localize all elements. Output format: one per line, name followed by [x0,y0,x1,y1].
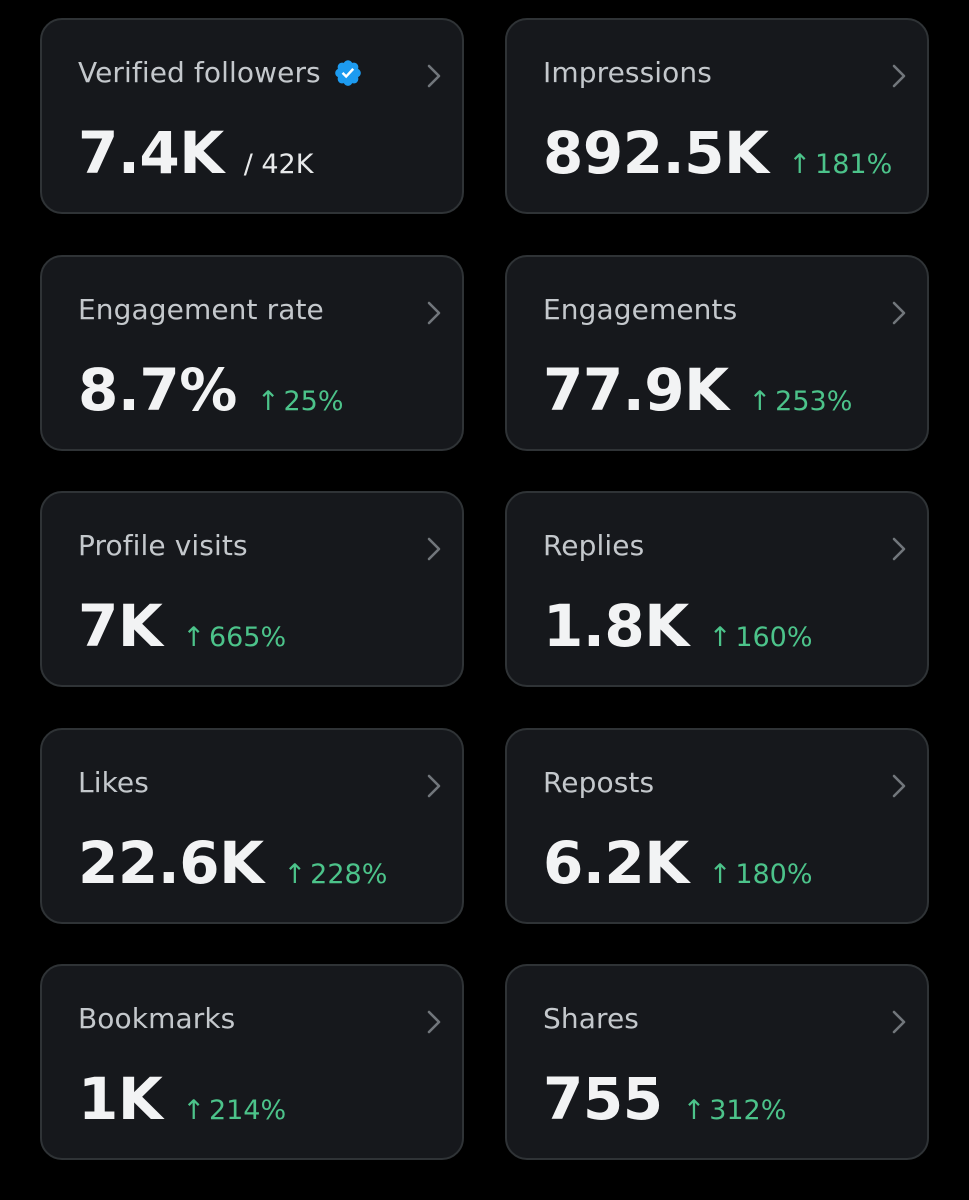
metric-label-row: Replies [543,529,644,562]
metric-delta: ↑ 181% [788,149,892,180]
metric-value-row: 77.9K ↑ 253% [543,361,852,419]
metric-value: 8.7% [78,356,237,424]
metric-label: Likes [78,766,149,799]
metric-value: 6.2K [543,829,689,897]
metric-card-reposts[interactable]: Reposts 6.2K ↑ 180% [505,728,929,924]
metric-card-likes[interactable]: Likes 22.6K ↑ 228% [40,728,464,924]
metric-card-shares[interactable]: Shares 755 ↑ 312% [505,964,929,1160]
metric-card-profile-visits[interactable]: Profile visits 7K ↑ 665% [40,491,464,687]
metric-card-replies[interactable]: Replies 1.8K ↑ 160% [505,491,929,687]
metric-label-row: Shares [543,1002,639,1035]
metric-delta: ↑ 25% [257,386,344,417]
metric-delta-value: 665% [208,622,287,653]
metric-label: Verified followers [78,56,321,89]
metric-delta-value: 160% [735,622,813,653]
chevron-right-icon [427,537,441,561]
metric-delta-value: 25% [283,386,344,417]
arrow-up-icon: ↑ [748,386,772,417]
metric-label: Profile visits [78,529,248,562]
chevron-right-icon [892,301,906,325]
chevron-right-icon [892,774,906,798]
metric-value-row: 7K ↑ 665% [78,597,286,655]
metric-value: 1K [78,1065,163,1133]
chevron-right-icon [892,1010,906,1034]
metric-value: 892.5K [543,119,769,187]
chevron-right-icon [427,774,441,798]
metric-label-row: Engagement rate [78,293,324,326]
metric-delta-value: 214% [208,1095,287,1126]
metric-delta: ↑ 312% [683,1095,787,1126]
metric-label-row: Impressions [543,56,712,89]
metric-label: Shares [543,1002,639,1035]
metric-label: Replies [543,529,645,562]
chevron-right-icon [427,1010,441,1034]
metric-label: Engagements [543,293,738,326]
chevron-right-icon [427,301,441,325]
metric-label-row: Likes [78,766,149,799]
metric-value: 755 [543,1065,663,1133]
metric-denominator: / 42K [243,149,314,180]
metric-delta-value: 312% [709,1095,787,1126]
arrow-up-icon: ↑ [682,1095,706,1126]
metric-value: 7.4K [78,119,224,187]
metric-delta: ↑ 180% [709,859,813,890]
metric-card-engagement-rate[interactable]: Engagement rate 8.7% ↑ 25% [40,255,464,451]
metric-value-row: 755 ↑ 312% [543,1070,786,1128]
metric-card-engagements[interactable]: Engagements 77.9K ↑ 253% [505,255,929,451]
metric-delta: ↑ 228% [284,859,388,890]
metric-card-bookmarks[interactable]: Bookmarks 1K ↑ 214% [40,964,464,1160]
metric-label: Engagement rate [78,293,324,326]
metric-label-row: Bookmarks [78,1002,235,1035]
metric-label-row: Reposts [543,766,654,799]
arrow-up-icon: ↑ [182,1095,205,1126]
metric-card-impressions[interactable]: Impressions 892.5K ↑ 181% [505,18,929,214]
metric-delta-value: 180% [735,859,813,890]
metric-label-row: Verified followers [78,56,363,89]
metric-label-row: Engagements [543,293,737,326]
verified-badge-icon [334,59,361,86]
metric-delta: ↑ 665% [182,622,286,653]
metric-label-row: Profile visits [78,529,248,562]
metric-delta: ↑ 160% [709,622,813,653]
metric-card-verified-followers[interactable]: Verified followers 7.4K / 42K [40,18,464,214]
metric-value: 22.6K [78,829,264,897]
metric-label: Reposts [543,766,655,799]
metric-value-row: 1.8K ↑ 160% [543,597,813,655]
metric-value-row: 8.7% ↑ 25% [78,361,344,419]
chevron-right-icon [427,64,441,88]
metric-delta-value: 228% [310,859,388,890]
metric-value: 1.8K [543,592,689,660]
arrow-up-icon: ↑ [283,859,307,890]
metric-value-row: 892.5K ↑ 181% [543,124,892,182]
metric-value-row: 6.2K ↑ 180% [543,834,813,892]
metric-value: 7K [78,592,163,660]
arrow-up-icon: ↑ [256,386,280,417]
metric-value-row: 22.6K ↑ 228% [78,834,387,892]
arrow-up-icon: ↑ [708,622,732,653]
metric-value-row: 1K ↑ 214% [78,1070,286,1128]
chevron-right-icon [892,537,906,561]
metric-value: 77.9K [543,356,729,424]
arrow-up-icon: ↑ [788,149,812,180]
metric-value-row: 7.4K / 42K [78,124,313,182]
metric-label: Bookmarks [78,1002,236,1035]
chevron-right-icon [892,64,906,88]
metric-delta: ↑ 253% [749,386,853,417]
arrow-up-icon: ↑ [182,622,205,653]
metric-delta-value: 181% [815,149,893,180]
metric-delta: ↑ 214% [182,1095,286,1126]
metric-delta-value: 253% [775,386,853,417]
arrow-up-icon: ↑ [708,859,732,890]
metric-label: Impressions [543,56,712,89]
